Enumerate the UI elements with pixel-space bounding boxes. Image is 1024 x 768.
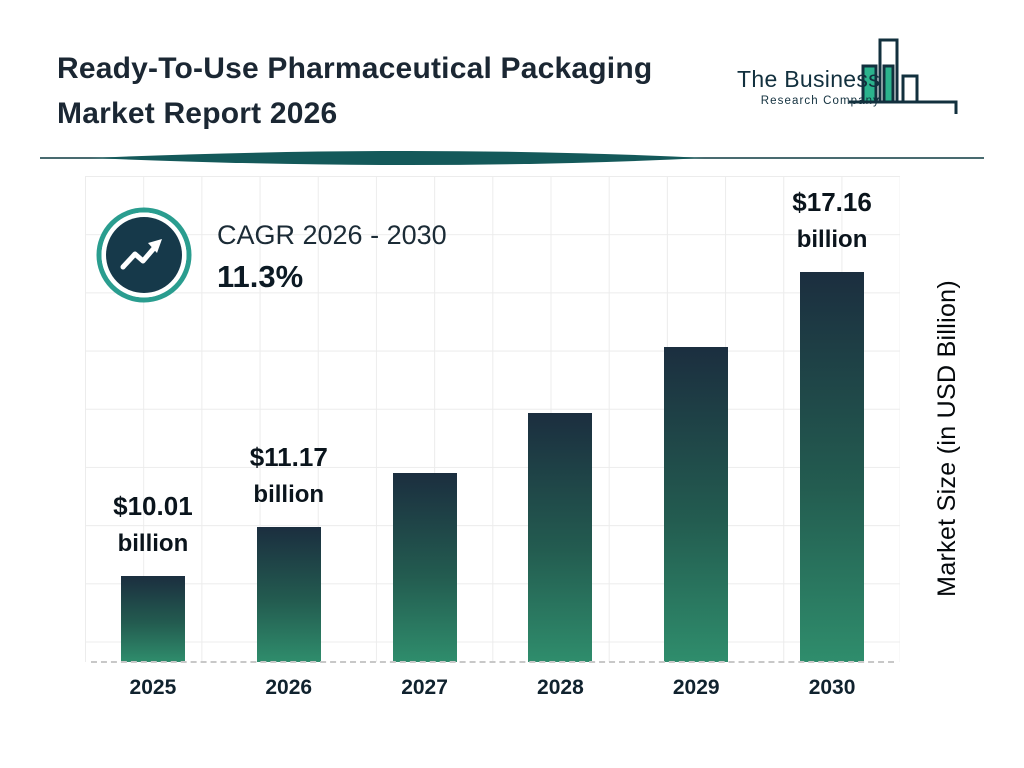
bar-year-label: 2029 [672,676,720,699]
bar-value-label: $17.16 billion [742,187,922,254]
bar-year-label: 2027 [401,676,448,699]
bar-column-2027: 2027 [357,176,493,699]
bar-column-2026: 2026 $11.17 billion [221,176,357,699]
bar-value-label: $10.01 billion [63,491,243,558]
page-title-line2: Market Report 2026 [57,97,338,130]
bar-value-label: $11.17 billion [199,442,379,509]
bar-value-unit: billion [796,226,868,253]
bar-column-2028: 2028 [492,176,628,699]
logo-name: The Business [737,66,880,92]
y-axis-label: Market Size (in USD Billion) [933,280,961,597]
bar-column-2030: 2030 $17.16 billion [764,176,900,699]
cagr-label: CAGR 2026 - 2030 [217,220,447,250]
bars-container: 2025 $10.01 billion 2026 $11.17 billion 2027 20… [85,176,900,699]
logo-bar-chart-icon [846,36,966,121]
baseline-dashed [91,661,894,663]
bar-value-amount: $10.01 [113,491,193,521]
bar [256,527,321,662]
bar-value-amount: $11.17 [249,442,328,472]
bar-year-label: 2028 [537,676,584,699]
bar-value-amount: $17.16 [792,187,872,217]
bar-value-unit: billion [117,530,189,557]
bar [800,272,865,662]
bar-value-unit: billion [253,481,325,508]
bar [392,473,457,662]
trend-arrow-icon [95,206,193,309]
cagr-value: 11.3% [217,259,304,294]
bar-column-2025: 2025 $10.01 billion [85,176,221,699]
divider-lens-icon [40,151,984,165]
cagr-text: CAGR 2026 - 2030 11.3% [217,220,447,295]
divider [40,150,984,166]
bar-year-label: 2025 [129,676,177,699]
company-logo-text: The Business Research Company [737,66,880,107]
bar-year-label: 2030 [808,676,856,699]
page-title-line1: Ready-To-Use Pharmaceutical Packaging [57,52,653,85]
bar [120,576,185,662]
company-logo: The Business Research Company [737,36,966,121]
logo-subname: Research Company [760,95,880,107]
cagr-badge: CAGR 2026 - 2030 11.3% [95,206,447,309]
page-title: Ready-To-Use Pharmaceutical Packaging Ma… [57,46,747,136]
bar-year-label: 2026 [265,676,313,699]
chart: CAGR 2026 - 2030 11.3% 2025 $10.01 billion… [85,176,900,699]
bar-column-2029: 2029 [628,176,764,699]
bar [664,347,729,662]
bar [528,413,593,662]
